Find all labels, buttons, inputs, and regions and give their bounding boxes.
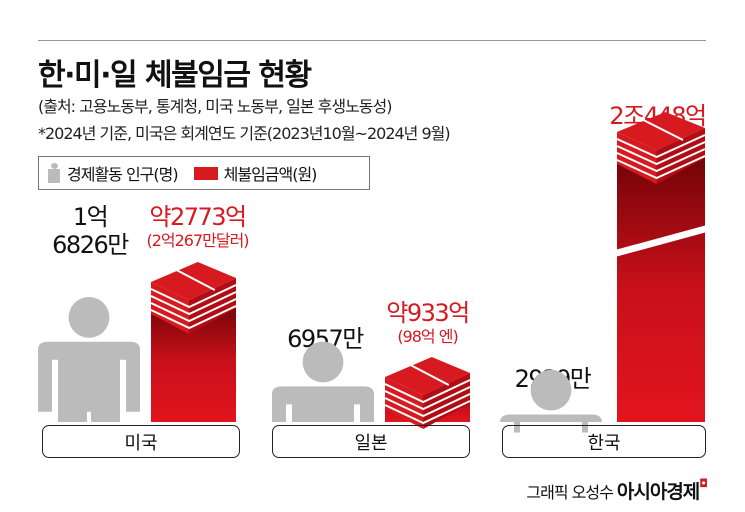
us-population-label: 1억 6826만 <box>40 203 140 259</box>
person-head <box>68 297 110 338</box>
us-pop-line1: 1억 <box>72 203 109 231</box>
person-figure-0 <box>38 297 140 422</box>
person-body <box>272 386 374 422</box>
jp-wage-label: 약933억 (98억 엔) <box>375 299 480 346</box>
person-body <box>500 414 602 433</box>
money-stack-icon-1 <box>384 357 471 429</box>
person-figure-2 <box>500 369 602 433</box>
money-stack-icon-2 <box>616 112 706 184</box>
category-kr: 한국 <box>502 425 706 458</box>
money-stack-icon-0 <box>150 262 237 334</box>
source-text: (출처: 고용노동부, 통계청, 미국 노동부, 일본 후생노동성) <box>38 97 392 116</box>
credit-text: 그래픽 오성수 <box>526 483 613 502</box>
us-pop-line2: 6826만 <box>52 230 129 259</box>
jp-wage-local: (98억 엔) <box>397 326 458 346</box>
us-wage-label: 약2773억 (2억267만달러) <box>140 203 255 250</box>
legend-population: 경제활동 인구(명) <box>67 165 179 184</box>
note-text: *2024년 기준, 미국은 회계연도 기준(2023년10월~2024년 9월… <box>38 124 451 143</box>
person-body <box>38 341 140 422</box>
brand-logo: 아시아경제 <box>616 481 700 503</box>
footer-credit: 그래픽 오성수 아시아경제◘ <box>526 477 708 503</box>
us-wage-value: 약2773억 <box>149 203 247 231</box>
person-head <box>302 341 344 383</box>
person-figure-1 <box>272 341 374 422</box>
axis-break-mark <box>615 225 707 257</box>
top-rule <box>38 40 706 41</box>
wage-bar-2 <box>617 150 705 422</box>
person-icon <box>47 163 61 183</box>
person-head <box>530 369 572 411</box>
legend-wages: 체불임금액(원) <box>223 165 318 184</box>
page-title: 한·미·일 체불임금 현황 <box>38 58 312 93</box>
us-wage-local: (2억267만달러) <box>146 230 249 250</box>
legend: 경제활동 인구(명) 체불임금액(원) <box>38 156 370 190</box>
category-us: 미국 <box>42 425 240 458</box>
jp-wage-value: 약933억 <box>386 299 470 327</box>
category-jp: 일본 <box>272 425 470 458</box>
legend-red-swatch <box>193 166 218 180</box>
